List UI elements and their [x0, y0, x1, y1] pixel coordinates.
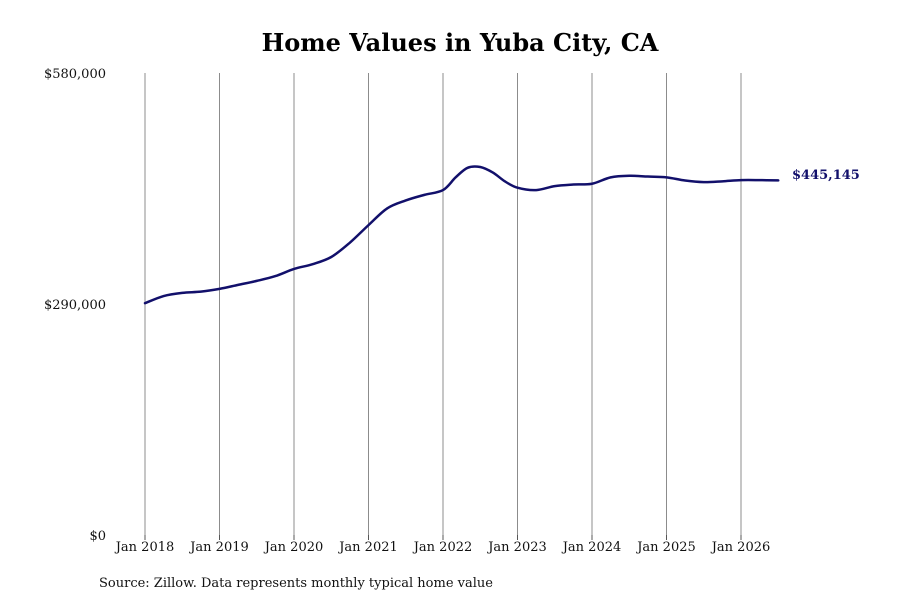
y-axis-ticks: $580,000 $290,000 $0 — [44, 67, 106, 544]
y-tick-label: $0 — [89, 529, 106, 544]
gridlines — [144, 73, 742, 535]
end-value-label: $445,145 — [792, 168, 860, 183]
x-tick-label: Jan 2022 — [412, 540, 473, 555]
y-tick-label: $580,000 — [44, 67, 106, 82]
series-layer — [143, 165, 780, 305]
x-tick-label: Jan 2021 — [337, 540, 398, 555]
source-note: Source: Zillow. Data represents monthly … — [99, 576, 493, 591]
x-tick-label: Jan 2023 — [486, 540, 547, 555]
chart-title: Home Values in Yuba City, CA — [262, 28, 659, 57]
x-tick-label: Jan 2018 — [114, 540, 175, 555]
home-value-line — [143, 165, 780, 305]
y-tick-label: $290,000 — [44, 298, 106, 313]
x-tick-label: Jan 2019 — [188, 540, 249, 555]
x-tick-label: Jan 2024 — [561, 540, 622, 555]
x-axis-ticks: Jan 2018 Jan 2019 Jan 2020 Jan 2021 Jan 2022… — [114, 535, 771, 555]
x-tick-label: Jan 2020 — [263, 540, 324, 555]
x-tick-label: Jan 2025 — [635, 540, 696, 555]
x-tick-label: Jan 2026 — [710, 540, 771, 555]
